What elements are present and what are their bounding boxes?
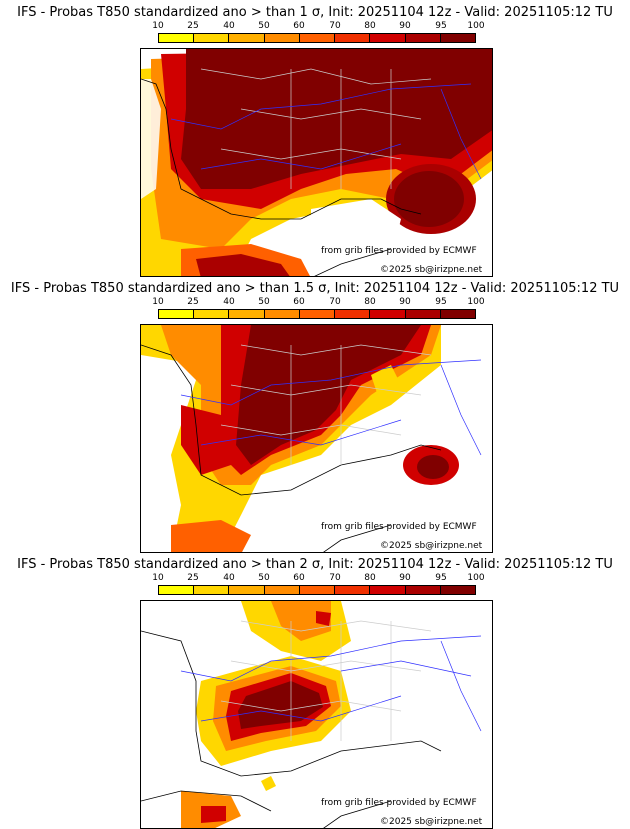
coastline [141,344,442,552]
colorbar-tick: 80 [364,21,376,31]
colorbar-swatch [369,34,405,42]
colorbar-tick: 10 [152,297,164,307]
colorbar-tick: 50 [258,297,270,307]
colorbar-tick: 60 [293,297,305,307]
colorbar-tick: 60 [293,573,305,583]
colorbar-swatch [404,34,440,42]
coastline [141,630,442,828]
colorbar-tick: 40 [223,297,235,307]
colorbar-swatch [159,34,194,42]
colorbar-swatch [159,586,194,594]
sea-area [141,79,161,199]
colorbar-tick: 95 [435,297,447,307]
river [180,635,482,732]
colorbar-tick: 25 [187,21,199,31]
colorbar-tick: 95 [435,21,447,31]
colorbar-swatch [369,586,405,594]
colorbar-tick: 10 [152,21,164,31]
colorbar-tick: 25 [187,297,199,307]
river [170,83,482,180]
colorbar-tick: 50 [258,21,270,31]
colorbar-tick: 10 [152,573,164,583]
probability-map [140,48,493,277]
source-credit: from grib files provided by ECMWF [321,246,477,256]
map-panel-1: IFS - Probas T850 standardized ano > tha… [0,0,630,277]
country-border [220,344,432,465]
country-border [220,620,432,741]
colorbar-swatch [263,310,299,318]
map-panel-3: IFS - Probas T850 standardized ano > tha… [0,552,630,829]
colorbar-swatch [334,310,370,318]
colorbar-swatch [369,310,405,318]
panel-title: IFS - Probas T850 standardized ano > tha… [10,281,620,296]
colorbar-tick: 80 [364,573,376,583]
colorbar [158,585,476,595]
colorbar-swatch [159,310,194,318]
colorbar-tick: 40 [223,21,235,31]
colorbar-swatch [193,310,229,318]
copyright-credit: ©2025 sb@irizpne.net [380,817,483,827]
colorbar-tick: 40 [223,573,235,583]
colorbar-tick: 90 [399,21,411,31]
colorbar-swatch [404,586,440,594]
copyright-credit: ©2025 sb@irizpne.net [380,265,483,275]
colorbar-tick: 100 [467,21,485,31]
colorbar-swatch [228,34,264,42]
colorbar-swatch [404,310,440,318]
copyright-credit: ©2025 sb@irizpne.net [380,541,483,551]
colorbar-swatch [298,310,335,318]
probability-map [140,324,493,553]
country-border [200,68,432,189]
colorbar-tick: 70 [329,573,341,583]
colorbar-tick: 70 [329,297,341,307]
panel-title: IFS - Probas T850 standardized ano > tha… [17,557,613,572]
colorbar [158,309,476,319]
colorbar-swatch [263,34,299,42]
colorbar-tick: 60 [293,21,305,31]
river [180,359,482,456]
colorbar-swatch [298,34,335,42]
colorbar-tick: 70 [329,21,341,31]
colorbar-swatch [193,34,229,42]
colorbar-ticks: 10 25 40 50 60 70 80 90 95 100 [152,573,484,585]
colorbar-swatch [334,586,370,594]
colorbar-swatch [263,586,299,594]
coastline [141,78,422,276]
colorbar-tick: 90 [399,573,411,583]
colorbar-swatch [439,310,475,318]
panel-title: IFS - Probas T850 standardized ano > tha… [17,5,613,20]
map-panel-2: IFS - Probas T850 standardized ano > tha… [0,276,630,553]
prob-area-max [181,49,492,189]
colorbar-swatch [228,586,264,594]
colorbar-tick: 100 [467,297,485,307]
colorbar [158,33,476,43]
prob-area-iberia [171,520,251,552]
colorbar-ticks: 10 25 40 50 60 70 80 90 95 100 [152,297,484,309]
colorbar-swatch [228,310,264,318]
prob-area-max [236,325,421,465]
prob-area-coast [181,405,231,475]
probability-map [140,600,493,829]
colorbar-tick: 50 [258,573,270,583]
colorbar-swatch [439,34,475,42]
colorbar-ticks: 10 25 40 50 60 70 80 90 95 100 [152,21,484,33]
colorbar-swatch [193,586,229,594]
prob-area-max [238,681,323,729]
source-credit: from grib files provided by ECMWF [321,522,477,532]
colorbar-tick: 80 [364,297,376,307]
colorbar-tick: 25 [187,573,199,583]
colorbar-swatch [298,586,335,594]
colorbar-swatch [439,586,475,594]
colorbar-tick: 90 [399,297,411,307]
colorbar-tick: 95 [435,573,447,583]
source-credit: from grib files provided by ECMWF [321,798,477,808]
colorbar-swatch [334,34,370,42]
colorbar-tick: 100 [467,573,485,583]
